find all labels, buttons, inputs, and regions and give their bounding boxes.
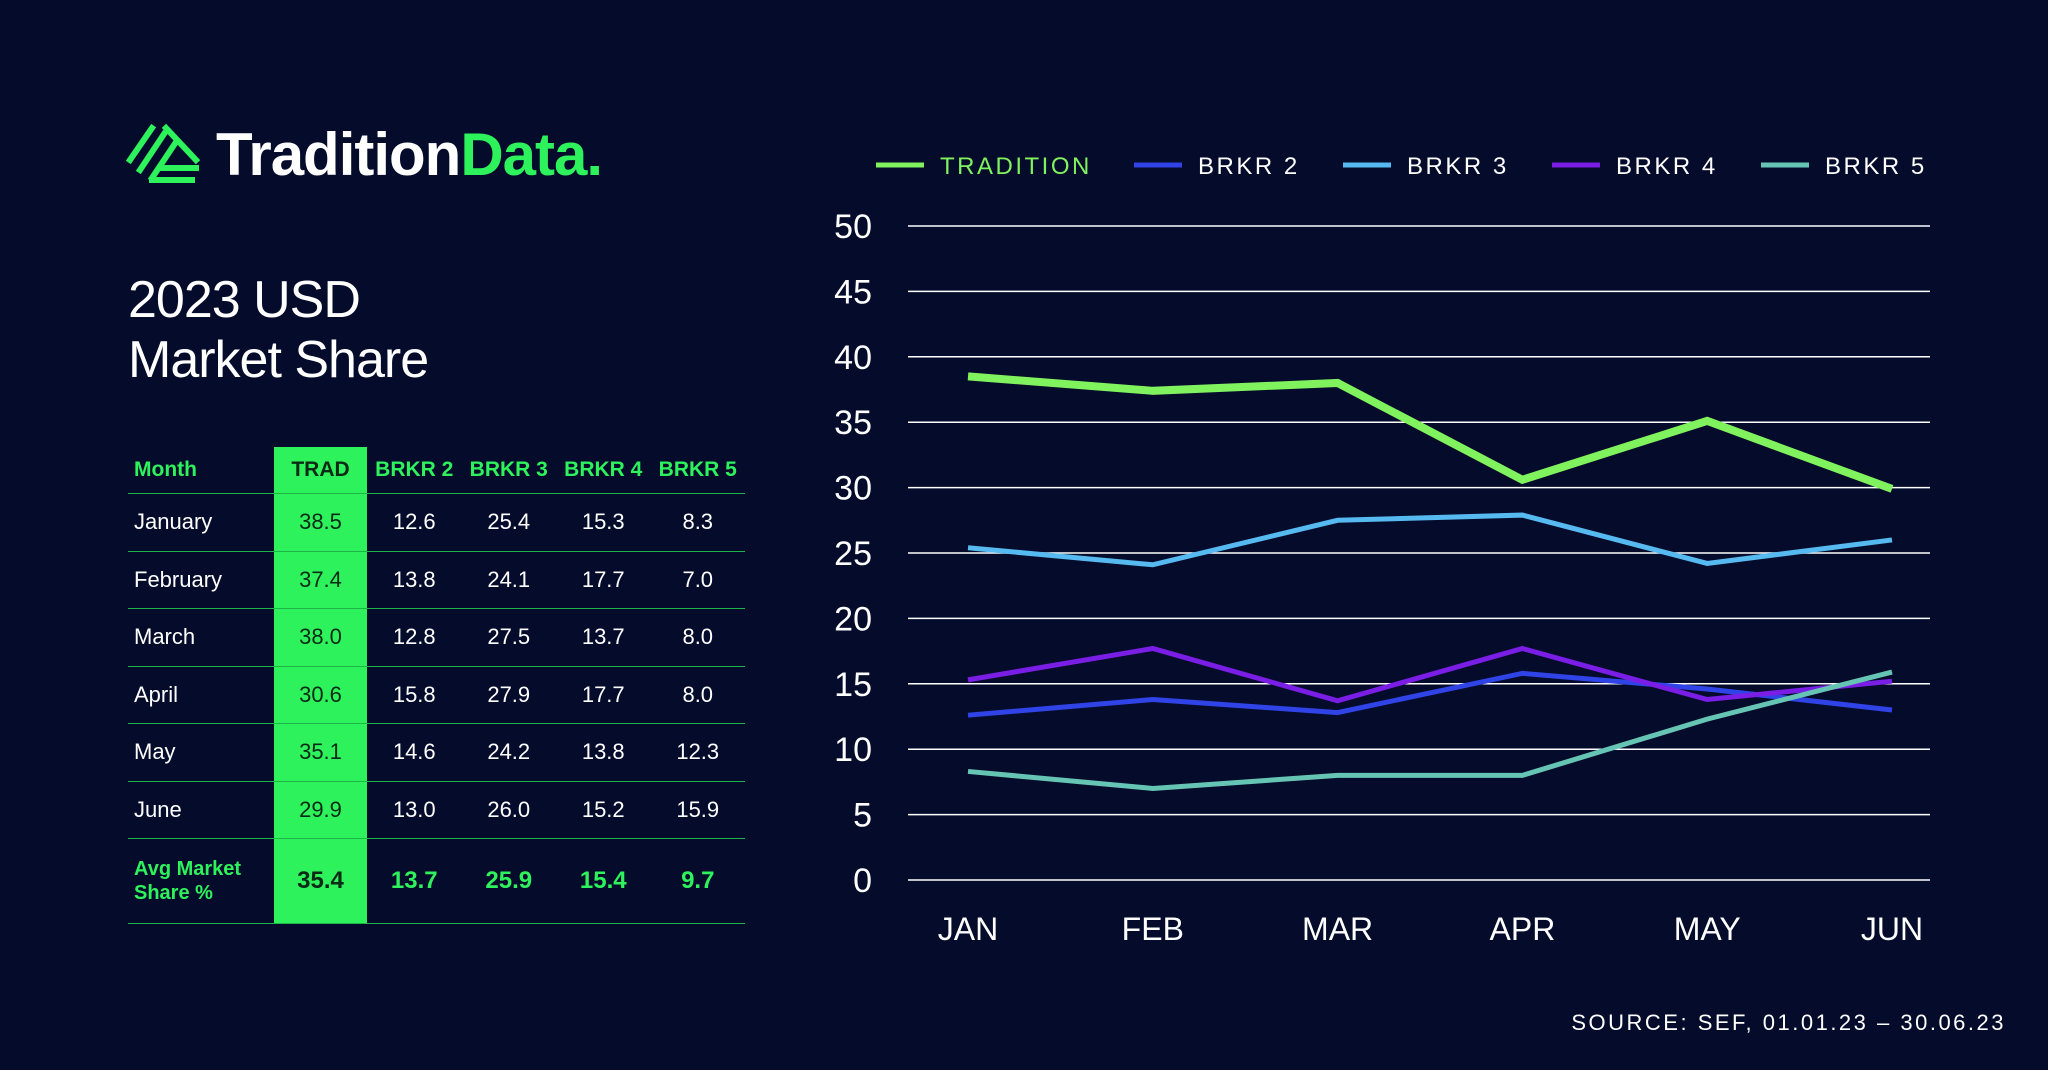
cell-month: May xyxy=(128,723,274,782)
cell-month: April xyxy=(128,666,274,724)
y-tick-label: 20 xyxy=(834,600,872,638)
cell-trad: 35.1 xyxy=(274,723,367,782)
cell-brkr4: 15.2 xyxy=(556,781,651,839)
x-tick-label: JUN xyxy=(1861,911,1923,947)
series-line-tradition xyxy=(967,372,1894,493)
header-brkr2: BRKR 2 xyxy=(367,447,462,494)
header-brkr5: BRKR 5 xyxy=(650,447,745,494)
cell-month: February xyxy=(128,551,274,609)
cell-brkr2: 13.0 xyxy=(367,781,462,839)
cell-brkr2: 12.6 xyxy=(367,493,462,552)
cell-month: March xyxy=(128,608,274,667)
cell-brkr4: 15.3 xyxy=(556,493,651,552)
table-row: April 30.6 15.8 27.9 17.7 8.0 xyxy=(128,666,745,724)
table-row: March 38.0 12.8 27.5 13.7 8.0 xyxy=(128,608,745,667)
cell-brkr3: 27.5 xyxy=(461,608,556,667)
brand-name: TraditionData. xyxy=(216,125,603,185)
y-tick-label: 0 xyxy=(853,862,872,900)
x-tick-label: MAR xyxy=(1302,911,1373,947)
cell-brkr5: 12.3 xyxy=(650,723,745,782)
avg-label-line-2: Share % xyxy=(134,882,213,904)
page-title: 2023 USD Market Share xyxy=(128,270,429,390)
legend-label: TRADITION xyxy=(940,153,1092,180)
cell-brkr5: 8.0 xyxy=(650,666,745,724)
source-note: SOURCE: SEF, 01.01.23 – 30.06.23 xyxy=(1571,1010,2006,1035)
legend-label: BRKR 5 xyxy=(1825,153,1927,180)
cell-brkr4: 13.8 xyxy=(556,723,651,782)
series-line-brkr-5 xyxy=(967,669,1893,791)
series-line-brkr-4 xyxy=(967,645,1893,704)
legend-label: BRKR 3 xyxy=(1407,153,1509,180)
table-avg-row: Avg Market Share % 35.4 13.7 25.9 15.4 9.… xyxy=(128,838,745,924)
cell-brkr2: 15.8 xyxy=(367,666,462,724)
cell-brkr4: 13.7 xyxy=(556,608,651,667)
header-brkr4: BRKR 4 xyxy=(556,447,651,494)
brand-part-1: Tradition xyxy=(216,121,461,188)
table-header-row: Month TRAD BRKR 2 BRKR 3 BRKR 4 BRKR 5 xyxy=(128,447,745,494)
header-trad: TRAD xyxy=(274,447,367,494)
cell-month: January xyxy=(128,493,274,552)
cell-brkr4: 17.7 xyxy=(556,551,651,609)
cell-brkr5: 8.3 xyxy=(650,493,745,552)
cell-trad: 30.6 xyxy=(274,666,367,724)
avg-brkr2: 13.7 xyxy=(367,838,462,924)
cell-trad: 37.4 xyxy=(274,551,367,609)
brand-part-2: Data. xyxy=(460,121,603,188)
cell-month: June xyxy=(128,781,274,839)
y-tick-label: 10 xyxy=(834,731,872,769)
x-tick-label: FEB xyxy=(1122,911,1184,947)
cell-trad: 38.0 xyxy=(274,608,367,667)
cell-brkr3: 24.1 xyxy=(461,551,556,609)
y-tick-label: 35 xyxy=(834,404,872,442)
series-line-brkr-3 xyxy=(967,512,1893,568)
avg-label: Avg Market Share % xyxy=(128,838,274,924)
cell-brkr4: 17.7 xyxy=(556,666,651,724)
cell-brkr5: 7.0 xyxy=(650,551,745,609)
cell-trad: 29.9 xyxy=(274,781,367,839)
legend-label: BRKR 4 xyxy=(1616,153,1718,180)
cell-brkr3: 24.2 xyxy=(461,723,556,782)
title-line-1: 2023 USD xyxy=(128,271,361,329)
y-tick-label: 40 xyxy=(834,339,872,377)
y-tick-label: 45 xyxy=(834,273,872,311)
cell-brkr3: 27.9 xyxy=(461,666,556,724)
header-month: Month xyxy=(128,447,274,494)
header-brkr3: BRKR 3 xyxy=(461,447,556,494)
table-row: January 38.5 12.6 25.4 15.3 8.3 xyxy=(128,493,745,552)
x-tick-label: MAY xyxy=(1674,911,1741,947)
title-line-2: Market Share xyxy=(128,331,429,389)
cell-brkr2: 14.6 xyxy=(367,723,462,782)
avg-brkr4: 15.4 xyxy=(556,838,651,924)
cell-brkr2: 12.8 xyxy=(367,608,462,667)
table-row: June 29.9 13.0 26.0 15.2 15.9 xyxy=(128,781,745,839)
cell-trad: 38.5 xyxy=(274,493,367,552)
tradition-logo-icon xyxy=(126,123,200,183)
series-line-brkr-2 xyxy=(967,670,1893,718)
y-tick-label: 30 xyxy=(834,470,872,508)
cell-brkr5: 15.9 xyxy=(650,781,745,839)
x-tick-label: APR xyxy=(1490,911,1556,947)
cell-brkr3: 26.0 xyxy=(461,781,556,839)
table-row: February 37.4 13.8 24.1 17.7 7.0 xyxy=(128,551,745,609)
cell-brkr3: 25.4 xyxy=(461,493,556,552)
avg-brkr5: 9.7 xyxy=(650,838,745,924)
y-tick-label: 50 xyxy=(834,208,872,246)
y-tick-label: 25 xyxy=(834,535,872,573)
brand-logo: TraditionData. xyxy=(126,122,603,188)
legend-label: BRKR 2 xyxy=(1198,153,1300,180)
y-tick-label: 15 xyxy=(834,666,872,704)
cell-brkr5: 8.0 xyxy=(650,608,745,667)
cell-brkr2: 13.8 xyxy=(367,551,462,609)
market-share-table: Month TRAD BRKR 2 BRKR 3 BRKR 4 BRKR 5 J… xyxy=(128,447,745,924)
avg-label-line-1: Avg Market xyxy=(134,858,242,880)
avg-trad: 35.4 xyxy=(274,838,367,924)
x-tick-label: JAN xyxy=(938,911,998,947)
avg-brkr3: 25.9 xyxy=(461,838,556,924)
table-row: May 35.1 14.6 24.2 13.8 12.3 xyxy=(128,723,745,782)
y-tick-label: 5 xyxy=(853,797,872,835)
